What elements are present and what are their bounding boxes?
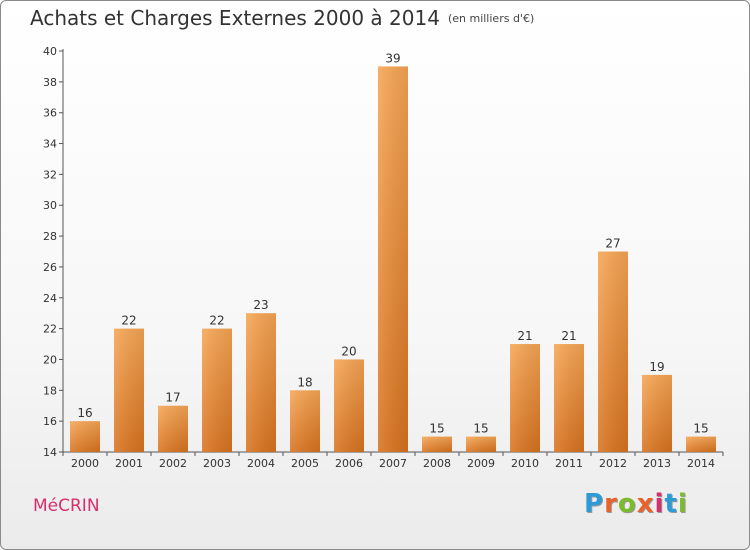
x-tick-label: 2012 xyxy=(599,457,627,470)
y-tick-label: 26 xyxy=(43,261,57,274)
chart-subtitle: (en milliers d'€) xyxy=(447,12,535,25)
data-label: 27 xyxy=(605,237,620,251)
bar-shade xyxy=(642,374,672,452)
x-tick-label: 2005 xyxy=(291,457,319,470)
data-label: 39 xyxy=(385,51,400,65)
y-tick-label: 40 xyxy=(43,45,57,58)
x-tick-label: 2000 xyxy=(71,457,99,470)
bar-shade xyxy=(686,436,716,452)
logo-letter: r xyxy=(604,489,618,519)
x-tick-label: 2003 xyxy=(203,457,231,470)
location-label: MéCRIN xyxy=(33,496,100,516)
chart-title: Achats et Charges Externes 2000 à 2014 (e… xyxy=(30,6,534,30)
chart-labels: 2000 16 2001 22 2002 17 2003 22 2004 23 2005 18 2006… xyxy=(71,51,715,470)
bar-shade xyxy=(70,421,100,452)
x-tick-label: 2004 xyxy=(247,457,275,470)
bar-shade xyxy=(466,436,496,452)
y-tick-label: 24 xyxy=(43,292,57,305)
x-tick-label: 2011 xyxy=(555,457,583,470)
bar-shade xyxy=(554,344,584,452)
logo-letter: t xyxy=(664,489,678,519)
chart-axes: 14 16 18 20 22 24 26 28 30 32 34 36 38 40 xyxy=(43,45,724,459)
data-label: 22 xyxy=(209,314,224,328)
bar-shade xyxy=(598,251,628,452)
data-label: 15 xyxy=(429,422,444,436)
bar-shade xyxy=(334,359,364,452)
bar-shade xyxy=(378,66,408,452)
proxiti-logo: Proxiti xyxy=(584,489,688,519)
logo-letter: i xyxy=(654,489,665,519)
data-label: 19 xyxy=(649,360,664,374)
bar-shade xyxy=(158,405,188,452)
data-label: 15 xyxy=(693,422,708,436)
x-tick-label: 2001 xyxy=(115,457,143,470)
x-tick-label: 2014 xyxy=(687,457,715,470)
bar-shade xyxy=(114,328,144,452)
chart-title-text: Achats et Charges Externes 2000 à 2014 xyxy=(30,6,440,30)
bar-shade xyxy=(246,313,276,452)
y-tick-label: 16 xyxy=(43,415,57,428)
y-tick-label: 20 xyxy=(43,353,57,366)
y-tick-label: 22 xyxy=(43,323,57,336)
data-label: 16 xyxy=(77,406,92,420)
logo-letter: o xyxy=(617,489,637,519)
logo-letter: i xyxy=(677,489,688,519)
bar-shade xyxy=(422,436,452,452)
data-label: 23 xyxy=(253,298,268,312)
y-tick-label: 38 xyxy=(43,76,57,89)
y-tick-label: 36 xyxy=(43,107,57,120)
data-label: 18 xyxy=(297,375,312,389)
data-label: 15 xyxy=(473,422,488,436)
y-tick-label: 18 xyxy=(43,384,57,397)
logo-letter: x xyxy=(636,489,655,519)
y-tick-label: 14 xyxy=(43,446,57,459)
x-tick-label: 2010 xyxy=(511,457,539,470)
y-tick-label: 30 xyxy=(43,199,57,212)
y-tick-label: 32 xyxy=(43,168,57,181)
logo-letter: P xyxy=(584,489,605,519)
x-tick-label: 2002 xyxy=(159,457,187,470)
bar-shade xyxy=(290,390,320,452)
y-tick-label: 34 xyxy=(43,138,57,151)
bar-shade xyxy=(510,344,540,452)
x-tick-label: 2013 xyxy=(643,457,671,470)
bar-shade xyxy=(202,328,232,452)
x-tick-label: 2007 xyxy=(379,457,407,470)
x-tick-label: 2008 xyxy=(423,457,451,470)
y-tick-label: 28 xyxy=(43,230,57,243)
data-label: 20 xyxy=(341,344,356,358)
data-label: 17 xyxy=(165,391,180,405)
data-label: 21 xyxy=(517,329,532,343)
x-tick-label: 2006 xyxy=(335,457,363,470)
chart-bars xyxy=(70,66,716,452)
data-label: 21 xyxy=(561,329,576,343)
x-tick-label: 2009 xyxy=(467,457,495,470)
data-label: 22 xyxy=(121,314,136,328)
